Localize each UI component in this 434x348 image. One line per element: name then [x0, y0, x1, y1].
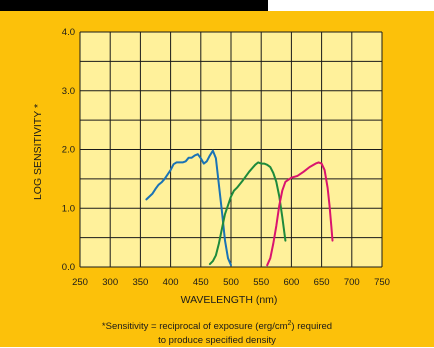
footnote-line-1-text: *Sensitivity = reciprocal of exposure (e…	[101, 321, 288, 333]
grid	[79, 31, 383, 268]
x-tick-label: 350	[132, 277, 148, 288]
series-line-1	[145, 149, 232, 267]
x-tick-label: 300	[102, 277, 118, 288]
x-tick-label: 700	[344, 277, 360, 288]
top-white-band	[268, 0, 434, 11]
x-tick-label: 750	[374, 277, 390, 288]
footnote-line-2: to produce specified density	[158, 335, 276, 347]
x-tick-label: 500	[223, 277, 239, 288]
tick-labels: 250 300 350 400 450 500 550 600 650 700 750 0.0 1.0 2…	[62, 27, 390, 288]
y-tick-label: 0.0	[62, 262, 75, 273]
y-tick-label: 1.0	[62, 203, 75, 214]
footnote: *Sensitivity = reciprocal of exposure (e…	[0, 317, 434, 348]
y-tick-label: 2.0	[62, 145, 75, 156]
x-tick-label: 450	[193, 277, 209, 288]
x-tick-label: 400	[163, 277, 179, 288]
footnote-superscript: 2	[287, 320, 292, 327]
footnote-line-1: *Sensitivity = reciprocal of exposure (e…	[0, 317, 434, 334]
series-line-2	[208, 161, 287, 266]
series-layer	[145, 149, 334, 267]
x-axis-label: WAVELENGTH (nm)	[181, 294, 278, 306]
x-tick-label: 650	[314, 277, 330, 288]
x-tick-label: 600	[283, 277, 299, 288]
top-black-band	[0, 0, 268, 11]
footnote-line-1-end: ) required	[291, 321, 333, 333]
series-line-3	[266, 161, 334, 267]
x-tick-label: 550	[253, 277, 269, 288]
y-axis-label: LOG SENSITIVITY *	[32, 104, 44, 200]
y-tick-label: 3.0	[62, 86, 75, 97]
y-tick-label: 4.0	[62, 27, 75, 38]
x-tick-label: 250	[72, 277, 88, 288]
